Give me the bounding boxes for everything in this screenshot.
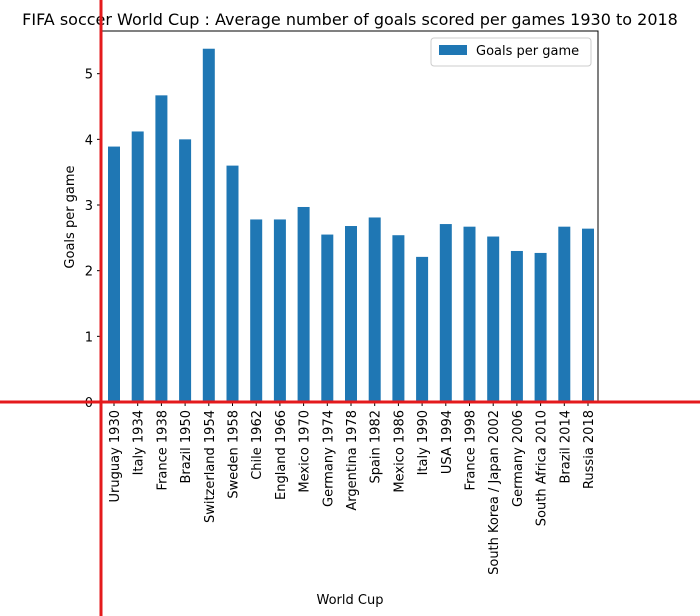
- bar: [416, 256, 429, 402]
- x-axis-label: World Cup: [317, 593, 384, 608]
- bar: [202, 48, 215, 402]
- x-tick-label: Switzerland 1954: [203, 410, 218, 523]
- x-tick-label: Chile 1962: [250, 410, 265, 480]
- x-tick-label: Sweden 1958: [227, 410, 242, 499]
- y-tick-label: 1: [85, 330, 93, 345]
- chart-title: FIFA soccer World Cup : Average number o…: [22, 10, 678, 29]
- x-tick-label: Brazil 2014: [558, 410, 573, 484]
- y-ticks-group: 012345: [85, 68, 101, 411]
- bar: [534, 252, 547, 402]
- bar: [155, 95, 168, 402]
- x-tick-label: South Korea / Japan 2002: [487, 410, 502, 575]
- x-tick-label: England 1966: [274, 410, 289, 500]
- y-axis-label: Goals per game: [63, 165, 78, 268]
- y-tick-label: 5: [85, 68, 93, 83]
- bar: [345, 226, 357, 402]
- bar: [392, 235, 405, 402]
- x-tick-label: Italy 1934: [132, 410, 147, 475]
- y-tick-label: 3: [85, 199, 93, 214]
- bar: [582, 228, 594, 402]
- bar: [321, 234, 334, 402]
- x-tick-label: Germany 2006: [511, 410, 526, 507]
- bar: [273, 219, 286, 402]
- y-tick-label: 2: [85, 265, 93, 280]
- bar: [226, 165, 239, 402]
- bar: [510, 250, 523, 402]
- bar: [297, 206, 310, 402]
- x-tick-label: Germany 1974: [321, 410, 336, 507]
- bar: [131, 131, 144, 402]
- x-tick-label: Spain 1982: [369, 410, 384, 484]
- x-tick-label: Russia 2018: [582, 410, 597, 489]
- bar: [250, 219, 263, 402]
- x-tick-label: France 1998: [464, 410, 479, 490]
- bar: [179, 139, 192, 402]
- bar: [558, 226, 571, 402]
- x-tick-label: Uruguay 1930: [108, 410, 123, 502]
- x-tick-label: Italy 1990: [416, 410, 431, 475]
- y-tick-label: 4: [85, 133, 93, 148]
- bar: [463, 226, 476, 402]
- x-tick-label: South Africa 2010: [535, 410, 550, 526]
- bar: [487, 236, 500, 402]
- bars-group: [108, 48, 594, 402]
- bar: [439, 224, 452, 402]
- x-tick-label: USA 1994: [440, 410, 455, 474]
- bar: [368, 217, 381, 402]
- legend-label: Goals per game: [476, 44, 579, 59]
- x-tick-label: Mexico 1986: [392, 410, 407, 493]
- x-tick-label: Argentina 1978: [345, 410, 360, 511]
- bar: [108, 146, 120, 402]
- x-tick-label: France 1938: [155, 410, 170, 490]
- x-ticks-group: Uruguay 1930 Italy 1934 France 1938 Brazil …: [108, 402, 597, 575]
- legend: Goals per game: [430, 37, 592, 67]
- legend-swatch: [439, 45, 467, 55]
- legend-box: [430, 37, 592, 67]
- x-tick-label: Mexico 1970: [298, 410, 313, 493]
- x-tick-label: Brazil 1950: [179, 410, 194, 484]
